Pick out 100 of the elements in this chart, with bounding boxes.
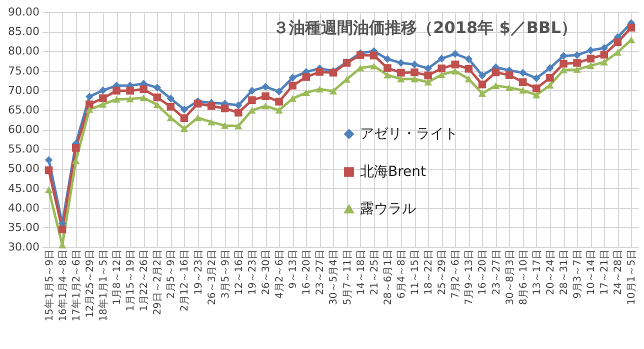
point (573, 66, 581, 73)
x-tick-label: 29日～2月2日 (152, 250, 164, 315)
point (438, 64, 446, 72)
x-tick-label: 26～3月2日 (206, 250, 218, 305)
point (248, 106, 256, 114)
point (126, 86, 134, 95)
point (262, 82, 270, 91)
point (262, 102, 270, 110)
point (220, 104, 229, 112)
legend-label: 北海Brent (360, 164, 427, 180)
point (153, 94, 162, 102)
y-tick-label: 60.00 (8, 123, 40, 136)
point (492, 82, 500, 89)
x-tick-label: 16～20日 (302, 250, 313, 295)
point (234, 122, 242, 130)
point (397, 59, 405, 67)
legend-label: 露ウラル (360, 201, 416, 217)
point (627, 24, 636, 32)
point (153, 84, 162, 92)
point (438, 54, 446, 62)
point (518, 78, 527, 86)
point (573, 59, 581, 67)
point (194, 100, 202, 108)
point (140, 94, 148, 102)
y-tick-label: 70.00 (8, 84, 40, 97)
point (546, 64, 554, 72)
point (532, 74, 540, 82)
x-tick-label: 26～30日 (261, 250, 272, 295)
x-tick-label: 24～28日 (613, 250, 624, 295)
x-tick-label: 1月8～12日 (112, 250, 123, 305)
point (532, 84, 540, 92)
point (180, 114, 188, 122)
point (464, 55, 473, 63)
x-tick-label: 9月3～7日 (572, 250, 584, 299)
x-tick-label: 7月2～6日 (450, 250, 462, 299)
point (234, 101, 242, 110)
x-tick-label: 17年1月2～6日 (70, 250, 82, 322)
point (464, 64, 473, 73)
point (44, 186, 53, 194)
point (410, 60, 418, 68)
y-tick-label: 85.00 (8, 25, 40, 38)
x-tick-label: 28～6月1日 (382, 250, 394, 305)
point (384, 55, 392, 63)
x-tick-label: 1月22～26日 (139, 250, 150, 312)
point (478, 72, 486, 80)
chart-title: ３油種週間油価推移（2018年 $／BBL） (273, 18, 577, 37)
point (126, 96, 134, 102)
point (316, 68, 324, 76)
x-tick-label: 7月9～13日 (464, 250, 476, 305)
x-tick-label: 5月7～11日 (342, 250, 354, 305)
point (302, 89, 310, 96)
y-tick-label: 50.00 (8, 162, 40, 176)
legend-label: アゼリ・ライト (360, 126, 458, 142)
point (586, 46, 594, 54)
y-tick-label: 75.00 (8, 64, 40, 78)
point (424, 78, 432, 86)
point (275, 88, 283, 96)
point (99, 94, 107, 102)
x-tick-label: 17～21日 (600, 250, 611, 295)
point (397, 76, 405, 82)
point (397, 68, 405, 77)
point (532, 92, 540, 98)
point (451, 60, 460, 68)
point (600, 58, 608, 66)
point (180, 125, 188, 132)
point (410, 76, 418, 82)
point (207, 118, 216, 126)
point (329, 88, 338, 94)
point (112, 86, 120, 95)
x-tick-label: 12月25～29日 (84, 250, 96, 318)
x-tick-label: 11～15日 (410, 250, 421, 295)
point (207, 102, 216, 110)
y-tick-label: 35.00 (8, 220, 40, 234)
point (234, 108, 242, 117)
point (288, 82, 296, 90)
point (614, 48, 622, 56)
y-tick-label: 65.00 (8, 103, 40, 116)
x-tick-label: 2月12～16日 (180, 250, 191, 312)
point (220, 122, 229, 129)
x-tick-label: 14～18日 (356, 250, 367, 295)
x-tick-label: 1月15～19日 (126, 250, 137, 312)
point (370, 52, 378, 60)
x-tick-label: 9～13日 (288, 250, 300, 289)
point (505, 84, 514, 91)
x-tick-label: 19～23日 (193, 250, 204, 295)
point (560, 52, 568, 60)
point (72, 157, 80, 164)
point (438, 71, 446, 78)
x-tick-label: 2月5～9日 (166, 250, 178, 299)
y-tick-label: 90.00 (8, 6, 40, 18)
point (248, 96, 256, 104)
point (248, 86, 256, 95)
point (288, 74, 296, 82)
point (600, 44, 608, 52)
point (72, 144, 80, 152)
x-tick-label: 18年1月1～5日 (97, 250, 110, 322)
point (560, 60, 568, 68)
point (86, 100, 94, 108)
x-tick-label: 15年1月5～9日 (43, 250, 56, 322)
point (518, 68, 527, 77)
